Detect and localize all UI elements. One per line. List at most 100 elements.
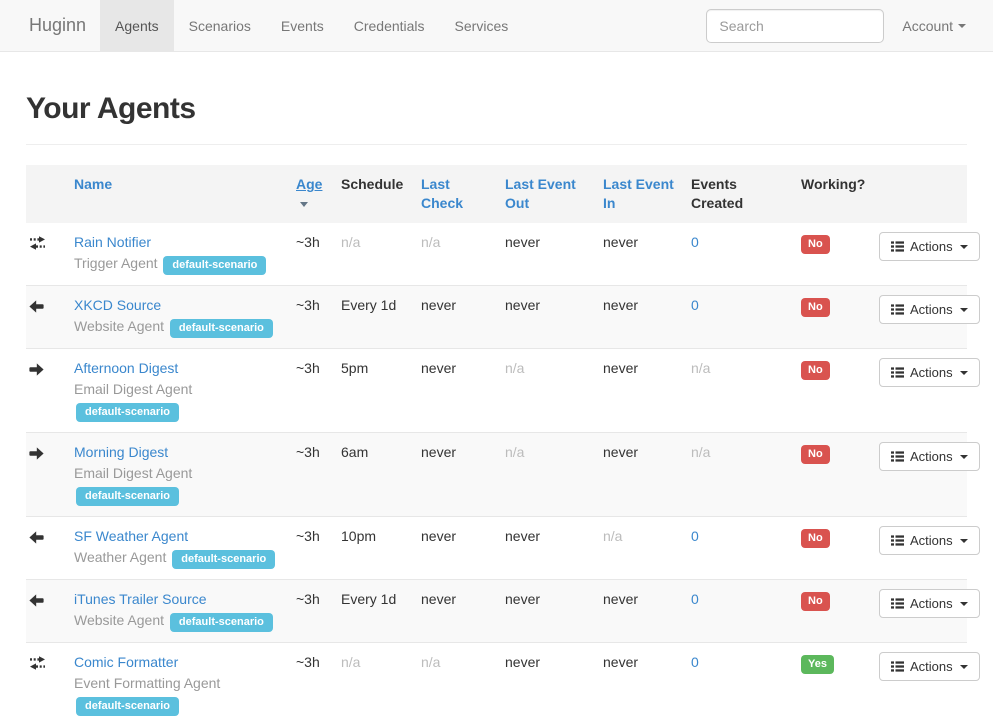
sort-by-last-event-in[interactable]: Last Event In xyxy=(603,176,674,211)
actions-column-header xyxy=(871,165,967,223)
schedule-column-header: Schedule xyxy=(333,165,413,223)
nav-item-agents[interactable]: Agents xyxy=(100,0,174,51)
scenario-badge[interactable]: default-scenario xyxy=(76,403,179,422)
agent-name-link[interactable]: Morning Digest xyxy=(74,444,168,460)
caret-down-icon xyxy=(960,308,968,312)
age-cell: ~3h xyxy=(288,433,333,517)
scenario-badge[interactable]: default-scenario xyxy=(170,613,273,632)
events-count-link[interactable]: 0 xyxy=(691,528,699,544)
table-row: XKCD Source Website Agent default-scenar… xyxy=(26,286,967,349)
events-created-cell: 0 xyxy=(683,643,793,726)
caret-down-icon xyxy=(960,602,968,606)
last-check-cell: never xyxy=(413,517,497,580)
last-event-in-cell: never xyxy=(595,286,683,349)
scenario-badge[interactable]: default-scenario xyxy=(172,550,275,569)
working-badge: No xyxy=(801,445,830,464)
content: Your Agents Name Age Schedule Last Check… xyxy=(0,92,993,726)
last-check-cell: never xyxy=(413,286,497,349)
account-menu[interactable]: Account xyxy=(902,18,966,34)
last-check-cell: n/a xyxy=(413,223,497,286)
working-badge: No xyxy=(801,529,830,548)
caret-down-icon xyxy=(960,371,968,375)
agent-type-label: Event Formatting Agent xyxy=(74,675,220,691)
schedule-cell: Every 1d xyxy=(333,286,413,349)
last-event-in-cell: n/a xyxy=(595,517,683,580)
working-badge: No xyxy=(801,235,830,254)
age-cell: ~3h xyxy=(288,517,333,580)
sort-by-name[interactable]: Name xyxy=(74,176,112,192)
agent-name-link[interactable]: SF Weather Agent xyxy=(74,528,188,544)
scenario-badge[interactable]: default-scenario xyxy=(170,319,273,338)
last-event-in-cell: never xyxy=(595,580,683,643)
actions-button[interactable]: Actions xyxy=(879,358,980,387)
age-cell: ~3h xyxy=(288,349,333,433)
actions-button[interactable]: Actions xyxy=(879,232,980,261)
list-icon xyxy=(891,451,904,462)
events-count-link[interactable]: 0 xyxy=(691,591,699,607)
last-event-in-cell: never xyxy=(595,223,683,286)
arrow-right-icon xyxy=(29,445,44,465)
events-count-link[interactable]: 0 xyxy=(691,234,699,250)
sort-by-last-event-out[interactable]: Last Event Out xyxy=(505,176,576,211)
sort-by-last-check[interactable]: Last Check xyxy=(421,176,463,211)
table-row: Morning Digest Email Digest Agent defaul… xyxy=(26,433,967,517)
last-event-out-cell: never xyxy=(497,286,595,349)
arrow-left-icon xyxy=(29,529,44,549)
events-created-cell: 0 xyxy=(683,580,793,643)
agent-type-label: Email Digest Agent xyxy=(74,465,192,481)
agent-name-link[interactable]: Rain Notifier xyxy=(74,234,151,250)
nav-item-services[interactable]: Services xyxy=(440,0,524,51)
caret-down-icon xyxy=(960,665,968,669)
main-nav: Agents Scenarios Events Credentials Serv… xyxy=(100,0,523,51)
schedule-cell: n/a xyxy=(333,643,413,726)
scenario-badge[interactable]: default-scenario xyxy=(76,697,179,716)
actions-button[interactable]: Actions xyxy=(879,589,980,618)
account-label: Account xyxy=(902,18,953,34)
age-cell: ~3h xyxy=(288,580,333,643)
events-created-cell: 0 xyxy=(683,517,793,580)
nav-item-scenarios[interactable]: Scenarios xyxy=(174,0,266,51)
age-cell: ~3h xyxy=(288,223,333,286)
agent-type-label: Trigger Agent xyxy=(74,255,161,271)
actions-button-label: Actions xyxy=(910,533,953,548)
last-check-cell: never xyxy=(413,580,497,643)
events-count-link[interactable]: 0 xyxy=(691,654,699,670)
actions-button-label: Actions xyxy=(910,449,953,464)
scenario-badge[interactable]: default-scenario xyxy=(163,256,266,275)
agents-table: Name Age Schedule Last Check Last Event … xyxy=(26,165,967,726)
agent-name-link[interactable]: Comic Formatter xyxy=(74,654,178,670)
schedule-cell: 6am xyxy=(333,433,413,517)
actions-button-label: Actions xyxy=(910,659,953,674)
table-row: iTunes Trailer Source Website Agent defa… xyxy=(26,580,967,643)
sort-by-age[interactable]: Age xyxy=(296,176,322,192)
arrow-left-icon xyxy=(29,592,44,612)
actions-button-label: Actions xyxy=(910,596,953,611)
nav-item-events[interactable]: Events xyxy=(266,0,339,51)
agent-name-link[interactable]: iTunes Trailer Source xyxy=(74,591,207,607)
agent-name-link[interactable]: XKCD Source xyxy=(74,297,161,313)
age-cell: ~3h xyxy=(288,286,333,349)
list-icon xyxy=(891,535,904,546)
table-row: Comic Formatter Event Formatting Agent d… xyxy=(26,643,967,726)
schedule-cell: 10pm xyxy=(333,517,413,580)
actions-button[interactable]: Actions xyxy=(879,652,980,681)
working-badge: No xyxy=(801,298,830,317)
list-icon xyxy=(891,304,904,315)
sort-desc-icon xyxy=(300,202,308,207)
last-event-in-cell: never xyxy=(595,643,683,726)
events-count-link[interactable]: 0 xyxy=(691,297,699,313)
list-icon xyxy=(891,661,904,672)
age-cell: ~3h xyxy=(288,643,333,726)
nav-item-credentials[interactable]: Credentials xyxy=(339,0,440,51)
actions-button-label: Actions xyxy=(910,239,953,254)
search-input[interactable] xyxy=(706,9,884,43)
agent-name-link[interactable]: Afternoon Digest xyxy=(74,360,178,376)
actions-button[interactable]: Actions xyxy=(879,442,980,471)
table-header: Name Age Schedule Last Check Last Event … xyxy=(26,165,967,223)
actions-button[interactable]: Actions xyxy=(879,295,980,324)
brand-link[interactable]: Huginn xyxy=(0,0,100,51)
scenario-badge[interactable]: default-scenario xyxy=(76,487,179,506)
last-event-out-cell: never xyxy=(497,580,595,643)
last-event-out-cell: n/a xyxy=(497,349,595,433)
actions-button[interactable]: Actions xyxy=(879,526,980,555)
